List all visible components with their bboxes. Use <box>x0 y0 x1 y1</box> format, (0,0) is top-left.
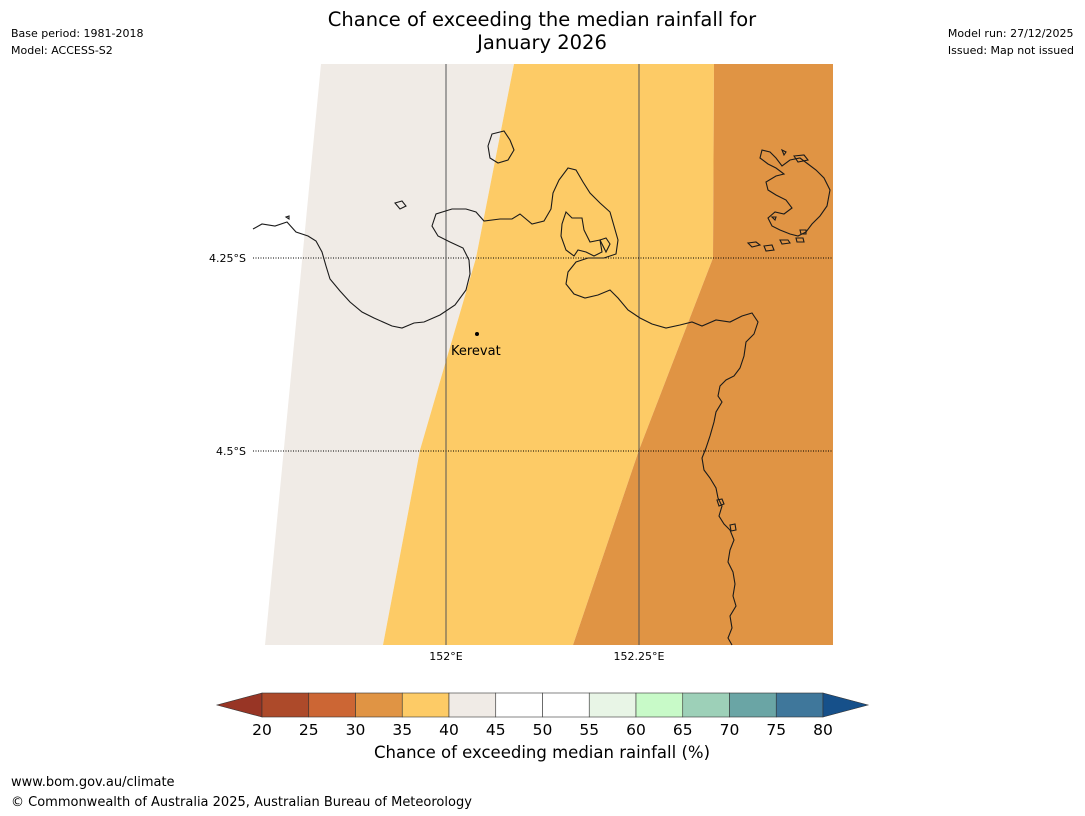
coastline-bay <box>560 210 603 257</box>
island-ne-6 <box>779 239 791 245</box>
colorbar-segment-70-75 <box>729 692 777 718</box>
colorbar-segment-65-70 <box>682 692 730 718</box>
island-ne-2 <box>780 148 787 157</box>
coastline-bay-2 <box>599 237 611 254</box>
colorbar-segment-60-65 <box>635 692 684 718</box>
colorbar-extend-low <box>215 692 263 718</box>
island-ne <box>759 149 831 237</box>
colorbar-tick-35: 35 <box>392 721 412 739</box>
lon-label-152-25: 152.25°E <box>614 650 665 663</box>
title-line-1: Chance of exceeding the median rainfall … <box>327 8 757 31</box>
model-text: Model: ACCESS-S2 <box>11 44 113 57</box>
colorbar-tick-75: 75 <box>766 721 786 739</box>
colorbar-tick-50: 50 <box>533 721 553 739</box>
lat-label-4-25: 4.25°S <box>209 252 246 265</box>
colorbar-tick-45: 45 <box>486 721 506 739</box>
islet-1 <box>284 215 290 221</box>
island-ne-9 <box>770 216 777 222</box>
map-title: Chance of exceeding the median rainfall … <box>242 8 842 54</box>
footer-url[interactable]: www.bom.gov.au/climate <box>11 775 175 790</box>
coastline-main <box>252 167 759 646</box>
zone-40-45 <box>383 64 714 645</box>
colorbar: 20 25 30 35 40 45 50 55 60 65 70 75 80 <box>215 692 870 739</box>
colorbar-tick-30: 30 <box>346 721 366 739</box>
island-ne-4 <box>746 241 762 248</box>
map: Kerevat 4.25°S 4.5°S 152°E 152.25°E <box>209 64 833 663</box>
colorbar-tick-70: 70 <box>720 721 740 739</box>
colorbar-segment-75-80 <box>775 692 824 718</box>
colorbar-segment-20-25 <box>261 692 310 718</box>
island-ne-5 <box>763 244 775 252</box>
island-ne-3 <box>793 154 809 163</box>
colorbar-segment-35-40 <box>401 692 450 718</box>
footer-copyright: © Commonwealth of Australia 2025, Austra… <box>11 795 472 810</box>
issued-text: Issued: Map not issued <box>947 44 1074 57</box>
title-line-2: January 2026 <box>477 31 607 54</box>
model-run-text: Model run: 27/12/2025 <box>947 27 1074 40</box>
colorbar-tick-20: 20 <box>252 721 272 739</box>
place-label: Kerevat <box>451 344 501 359</box>
meta-right: Model run: 27/12/2025 Issued: Map not is… <box>948 25 1074 59</box>
colorbar-segment-25-30 <box>308 692 356 718</box>
lat-label-4-5: 4.5°S <box>216 445 246 458</box>
place-marker-dot <box>475 332 479 336</box>
base-period-text: Base period: 1981-2018 <box>11 27 144 40</box>
colorbar-ticks: 20 25 30 35 40 45 50 55 60 65 70 75 80 <box>252 721 833 739</box>
colorbar-segment-50-55 <box>542 692 590 718</box>
colorbar-segment-30-35 <box>355 692 403 718</box>
colorbar-segment-55-60 <box>588 692 637 718</box>
colorbar-segment-45-50 <box>495 692 543 718</box>
island-e-1 <box>716 498 725 507</box>
island-north <box>487 130 515 164</box>
island-ne-7 <box>795 237 805 243</box>
meta-left: Base period: 1981-2018 Model: ACCESS-S2 <box>11 25 143 59</box>
colorbar-tick-80: 80 <box>813 721 833 739</box>
colorbar-segments <box>261 692 824 718</box>
colorbar-tick-40: 40 <box>439 721 459 739</box>
colorbar-extend-high <box>822 692 870 718</box>
island-ne-8 <box>799 229 807 235</box>
island-e-2 <box>729 523 737 532</box>
lon-label-152: 152°E <box>429 650 462 663</box>
colorbar-tick-55: 55 <box>579 721 599 739</box>
colorbar-segment-40-45 <box>448 692 497 718</box>
colorbar-label: Chance of exceeding median rainfall (%) <box>373 743 711 762</box>
island-small-1 <box>394 200 407 210</box>
zone-35-40 <box>573 64 833 645</box>
colorbar-tick-25: 25 <box>299 721 319 739</box>
colorbar-tick-65: 65 <box>673 721 693 739</box>
coastline <box>252 130 831 646</box>
colorbar-tick-60: 60 <box>626 721 646 739</box>
